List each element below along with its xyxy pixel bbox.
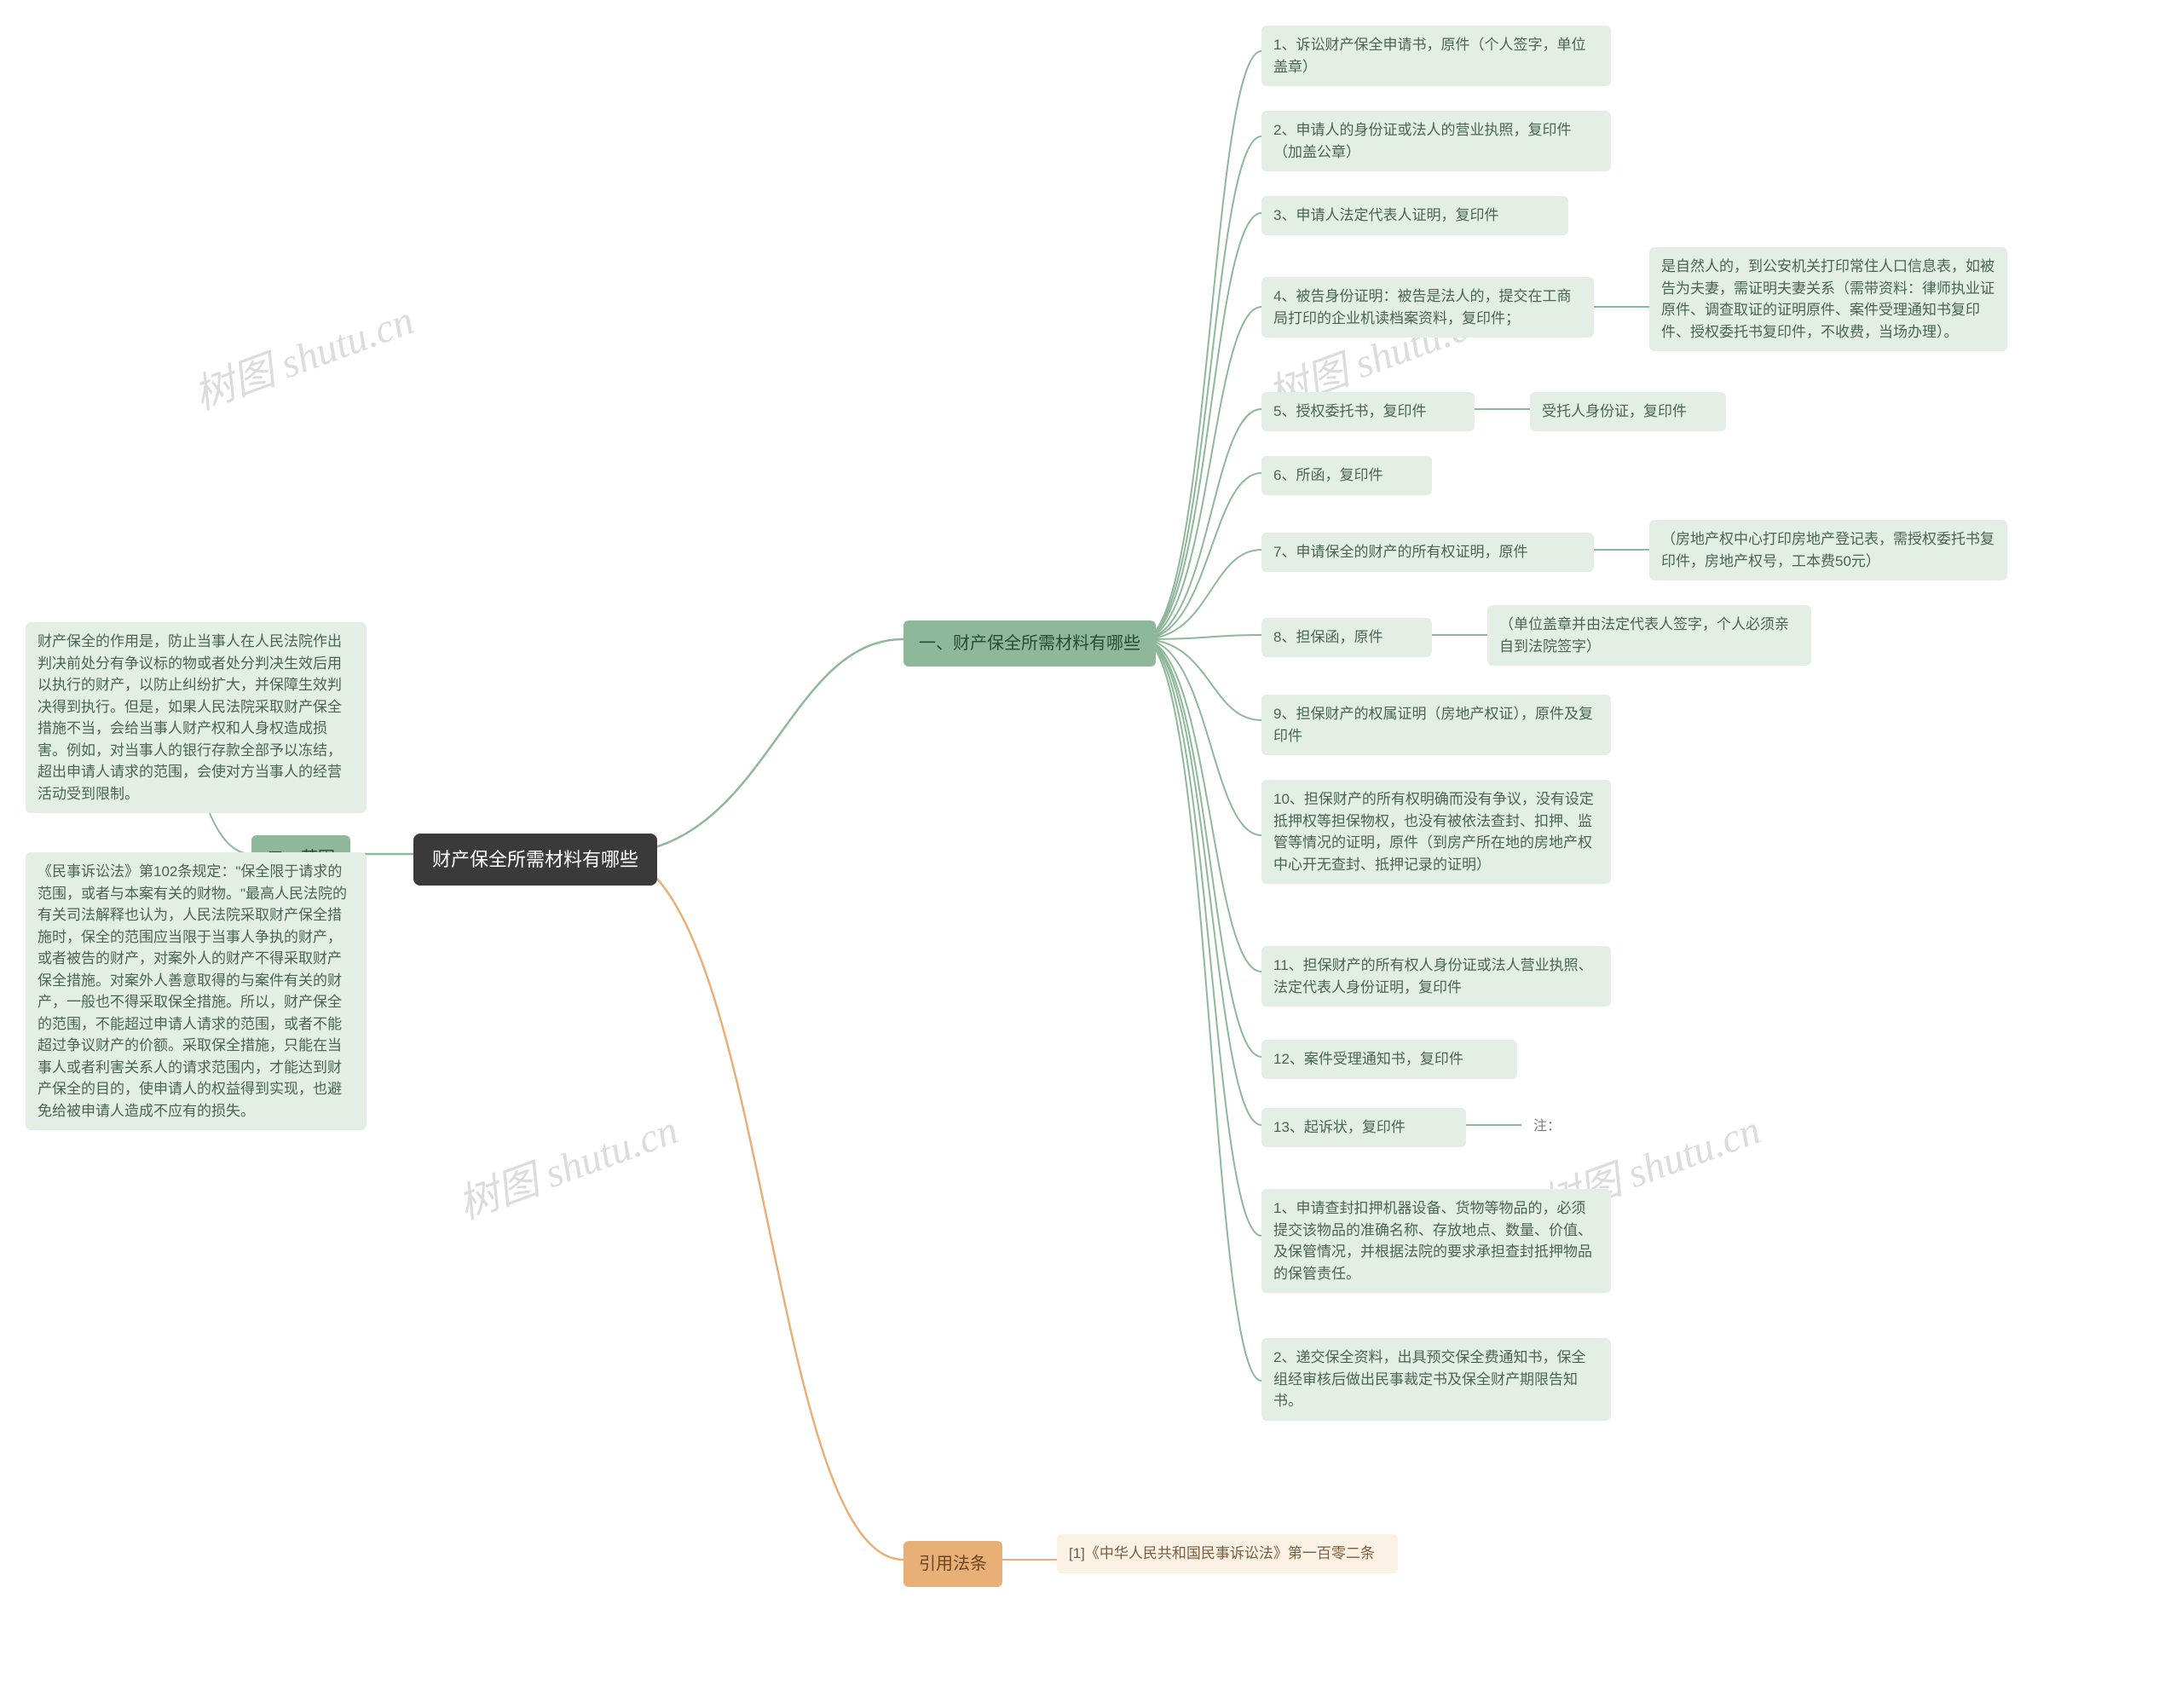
b1-item-13[interactable]: 13、起诉状，复印件: [1261, 1108, 1466, 1147]
b1-item-8-sub[interactable]: （单位盖章并由法定代表人签字，个人必须亲自到法院签字）: [1487, 605, 1811, 666]
b3-item-1[interactable]: [1]《中华人民共和国民事诉讼法》第一百零二条: [1057, 1534, 1398, 1573]
b1-item-1[interactable]: 1、诉讼财产保全申请书，原件（个人签字，单位盖章）: [1261, 26, 1611, 86]
b1-item-7-sub[interactable]: （房地产权中心打印房地产登记表，需授权委托书复印件，房地产权号，工本费50元）: [1649, 520, 2007, 580]
b2-item-1[interactable]: 财产保全的作用是，防止当事人在人民法院作出判决前处分有争议标的物或者处分判决生效…: [26, 622, 367, 813]
b1-item-6[interactable]: 6、所函，复印件: [1261, 456, 1432, 495]
b1-item-4[interactable]: 4、被告身份证明：被告是法人的，提交在工商局打印的企业机读档案资料，复印件；: [1261, 277, 1594, 338]
b1-item-3[interactable]: 3、申请人法定代表人证明，复印件: [1261, 196, 1568, 235]
b2-item-2[interactable]: 《民事诉讼法》第102条规定："保全限于请求的范围，或者与本案有关的财物。"最高…: [26, 852, 367, 1130]
b1-item-12[interactable]: 12、案件受理通知书，复印件: [1261, 1040, 1517, 1079]
b1-item-9[interactable]: 9、担保财产的权属证明（房地产权证），原件及复印件: [1261, 695, 1611, 755]
b1-item-14[interactable]: 1、申请查封扣押机器设备、货物等物品的，必须提交该物品的准确名称、存放地点、数量…: [1261, 1189, 1611, 1293]
b1-item-5-sub[interactable]: 受托人身份证，复印件: [1530, 392, 1726, 431]
branch-1-node[interactable]: 一、财产保全所需材料有哪些: [903, 620, 1156, 666]
b1-item-8[interactable]: 8、担保函，原件: [1261, 618, 1432, 657]
b1-item-10[interactable]: 10、担保财产的所有权明确而没有争议，没有设定抵押权等担保物权，也没有被依法查封…: [1261, 780, 1611, 884]
watermark: 树图 shutu.cn: [448, 1096, 684, 1231]
b1-item-4-sub[interactable]: 是自然人的，到公安机关打印常住人口信息表，如被告为夫妻，需证明夫妻关系（需带资料…: [1649, 247, 2007, 351]
branch-3-node[interactable]: 引用法条: [903, 1541, 1002, 1587]
b1-item-11[interactable]: 11、担保财产的所有权人身份证或法人营业执照、法定代表人身份证明，复印件: [1261, 946, 1611, 1007]
b1-item-2[interactable]: 2、申请人的身份证或法人的营业执照，复印件（加盖公章）: [1261, 111, 1611, 171]
watermark: 树图 shutu.cn: [184, 286, 420, 421]
b1-item-7[interactable]: 7、申请保全的财产的所有权证明，原件: [1261, 533, 1594, 572]
root-node[interactable]: 财产保全所需材料有哪些: [413, 834, 657, 886]
b1-item-5[interactable]: 5、授权委托书，复印件: [1261, 392, 1475, 431]
b1-item-13-sub: 注：: [1521, 1108, 1581, 1145]
b1-item-15[interactable]: 2、递交保全资料，出具预交保全费通知书，保全组经审核后做出民事裁定书及保全财产期…: [1261, 1338, 1611, 1421]
